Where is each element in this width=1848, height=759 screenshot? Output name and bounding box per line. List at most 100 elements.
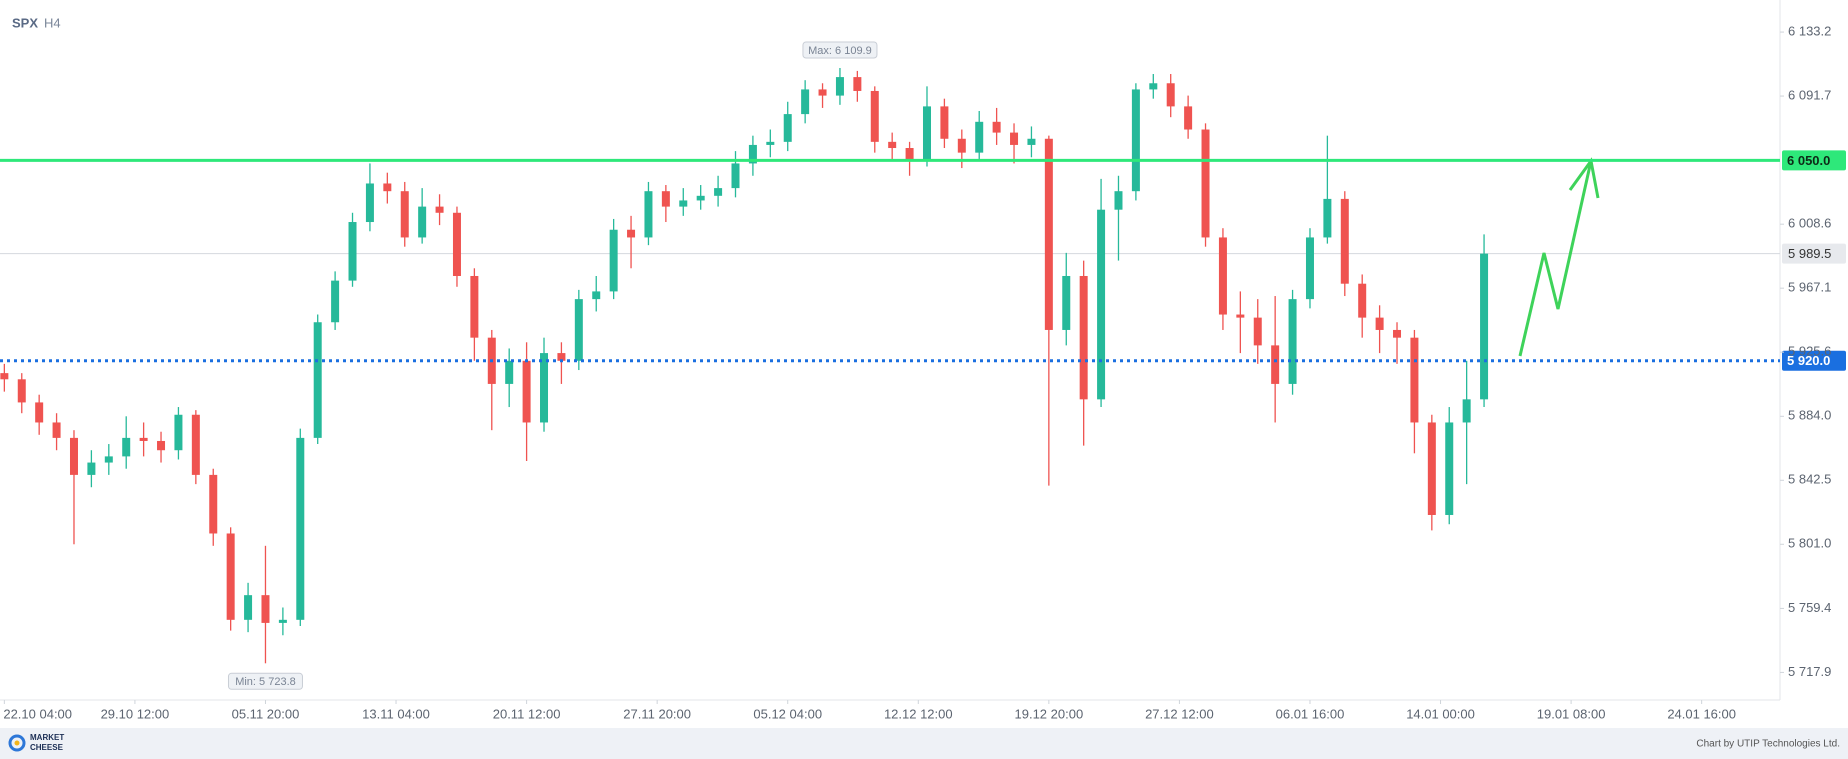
level-label-box	[1782, 350, 1846, 371]
candle-body	[313, 322, 322, 438]
candle-body	[870, 90, 879, 142]
level-label-box	[1782, 150, 1846, 171]
candle-body	[835, 77, 844, 96]
x-tick-label: 05.11 20:00	[232, 706, 300, 721]
candle-body	[557, 353, 566, 361]
candle-body	[1323, 198, 1332, 238]
annotation-label: Min: 5 723.8	[235, 676, 296, 688]
y-tick-label: 5 717.9	[1788, 664, 1831, 679]
x-tick-label: 19.12 20:00	[1015, 706, 1084, 721]
overlay: 6 050.0 5 920.0 5 989.5 Max: 6 109.9 Min: 5 …	[0, 41, 1846, 690]
candle-body	[1044, 138, 1053, 330]
candle-body	[365, 183, 374, 223]
x-tick-label: 27.11 20:00	[623, 706, 691, 721]
candle-body	[69, 437, 78, 475]
candle-body	[1427, 422, 1436, 515]
candle-body	[191, 414, 200, 475]
candle-body	[331, 280, 340, 323]
candle-body	[1062, 275, 1071, 330]
y-tick-label: 5 884.0	[1788, 408, 1831, 423]
candle-body	[1184, 106, 1193, 130]
credit: Chart by UTIP Technologies Ltd.	[1696, 739, 1840, 750]
logo-text: MARKET	[30, 733, 64, 742]
candle-body	[505, 360, 514, 384]
candle-body	[400, 191, 409, 238]
x-tick-label: 24.01 16:00	[1667, 706, 1736, 721]
candle-body	[209, 474, 218, 534]
candle-body	[0, 373, 9, 380]
candle-body	[957, 138, 966, 153]
last-price-label: 5 989.5	[1788, 246, 1831, 261]
y-tick-label: 5 925.6	[1788, 344, 1831, 359]
candle-body	[592, 291, 601, 300]
candle-body	[244, 595, 253, 620]
logo-icon	[8, 734, 26, 752]
annotation-label: Max: 6 109.9	[808, 45, 872, 57]
candle-body	[731, 163, 740, 189]
candle-body	[383, 183, 392, 192]
candle-body	[157, 440, 166, 451]
candle-body	[348, 222, 357, 281]
candle-body	[1166, 83, 1175, 107]
candle-body	[801, 89, 810, 115]
candle-body	[1340, 198, 1349, 284]
y-tick-label: 5 842.5	[1788, 472, 1831, 487]
candle-body	[452, 212, 461, 276]
candle-body	[1114, 191, 1123, 210]
annotation-box	[227, 672, 303, 690]
x-tick-label: 27.12 12:00	[1145, 706, 1214, 721]
candle-body	[470, 275, 479, 338]
candle-body	[1271, 345, 1280, 384]
candle-body	[1131, 89, 1140, 192]
y-tick-label: 6 008.6	[1788, 216, 1831, 231]
footer-bar	[0, 728, 1848, 759]
candle-body	[1358, 283, 1367, 318]
candle-body	[888, 141, 897, 149]
y-tick-label: 6 091.7	[1788, 87, 1831, 102]
x-tick-label: 06.01 16:00	[1276, 706, 1345, 721]
candle-body	[1097, 209, 1106, 400]
candle-body	[104, 456, 113, 463]
candle-body	[748, 144, 757, 164]
y-tick-label: 6 133.2	[1788, 24, 1831, 39]
candle-body	[174, 414, 183, 451]
candle-body	[1393, 329, 1402, 338]
candle-body	[627, 229, 636, 238]
y-tick-label: 5 967.1	[1788, 280, 1831, 295]
x-tick-label: 29.10 12:00	[101, 706, 170, 721]
x-tick-label: 13.11 04:00	[362, 706, 430, 721]
candle-body	[818, 89, 827, 96]
candle-body	[1288, 299, 1297, 384]
x-tick-label: 05.12 04:00	[753, 706, 822, 721]
x-tick-label: 20.11 12:00	[493, 706, 561, 721]
candle-body	[992, 121, 1001, 133]
logo: MARKET CHEESE	[8, 733, 64, 752]
candle-body	[644, 191, 653, 238]
candle-body	[783, 114, 792, 142]
candle-body	[1375, 317, 1384, 330]
candle-body	[522, 360, 531, 423]
plot-area	[0, 67, 1780, 664]
candle-body	[261, 595, 270, 623]
candle-body	[1027, 138, 1036, 145]
candle-body	[922, 106, 931, 161]
candle-body	[1236, 314, 1245, 318]
candle-body	[905, 148, 914, 161]
level-label: 5 920.0	[1787, 353, 1830, 368]
last-price-box	[1782, 243, 1846, 264]
candle-body	[1253, 317, 1262, 346]
candle-body	[1079, 275, 1088, 400]
forecast-arrow	[1518, 160, 1593, 357]
candle-body	[52, 422, 61, 438]
x-tick-label: 19.01 08:00	[1537, 706, 1606, 721]
candle-body	[17, 379, 26, 403]
candle-body	[661, 191, 670, 207]
candle-body	[1010, 132, 1019, 145]
candle-body	[714, 188, 723, 196]
candle-body	[278, 619, 287, 623]
candle-body	[87, 462, 96, 475]
candle-body	[1410, 337, 1419, 423]
candle-body	[226, 533, 235, 620]
candle-body	[1445, 422, 1454, 515]
